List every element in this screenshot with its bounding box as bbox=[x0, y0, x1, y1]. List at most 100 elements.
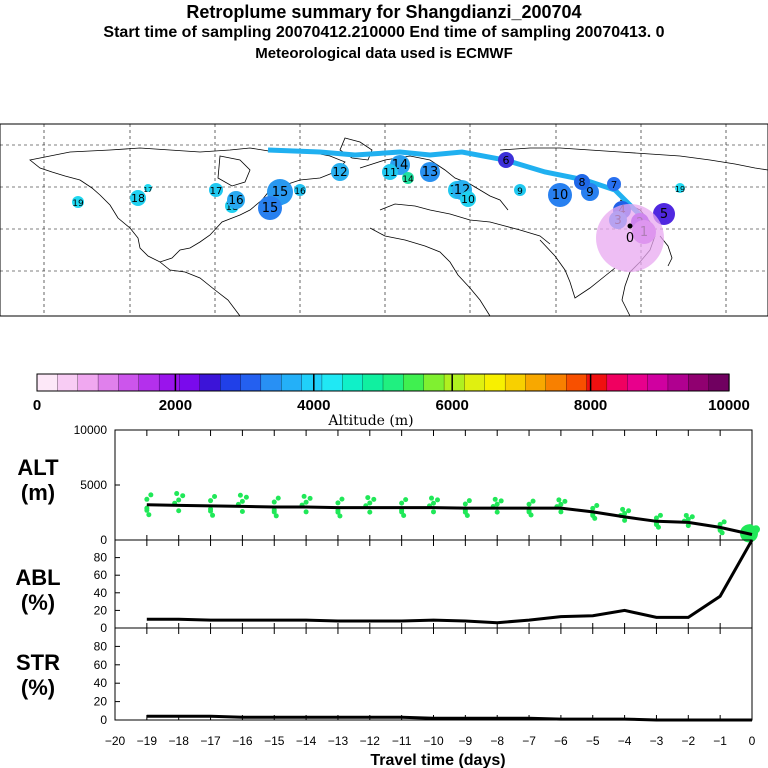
alt-scatter-point bbox=[271, 507, 277, 513]
plume-point: 9 bbox=[514, 184, 526, 197]
alt-scatter-point bbox=[620, 506, 626, 512]
colorbar-cell bbox=[118, 373, 140, 392]
y-tick-label: 0 bbox=[100, 621, 107, 635]
plume-point-label: 14 bbox=[402, 175, 414, 185]
colorbar-cell bbox=[423, 373, 445, 392]
colorbar-cell bbox=[688, 373, 710, 392]
alt-scatter-point bbox=[301, 493, 307, 499]
plume-point-marker bbox=[402, 172, 414, 184]
alt-scatter-point bbox=[462, 501, 468, 507]
y-tick-label: 80 bbox=[94, 639, 108, 653]
plume-points: 1919181817171616161515141413131212111010… bbox=[72, 152, 685, 272]
y-axis-unit: (%) bbox=[21, 590, 55, 615]
alt-scatter-point bbox=[303, 509, 309, 515]
alt-scatter-point bbox=[562, 498, 568, 504]
colorbar-cell bbox=[443, 373, 466, 392]
plume-point: 18 bbox=[130, 190, 146, 206]
plume-point-label: 5 bbox=[660, 207, 668, 222]
colorbar-cell bbox=[525, 373, 547, 392]
alt-scatter-point bbox=[180, 493, 186, 499]
plume-point-marker bbox=[209, 183, 223, 197]
alt-scatter-point bbox=[492, 496, 498, 502]
colorbar-cell bbox=[260, 373, 282, 392]
plume-point-marker bbox=[382, 164, 398, 180]
y-tick-label: 40 bbox=[94, 676, 108, 690]
plume-point-label: 16 bbox=[228, 193, 243, 207]
plume-point: 0 bbox=[596, 204, 664, 272]
plume-point-marker bbox=[460, 191, 476, 207]
plume-point-label: 19 bbox=[675, 185, 685, 194]
x-tick-label: −20 bbox=[105, 734, 126, 748]
alt-scatter-point bbox=[592, 515, 598, 521]
colorbar-cell bbox=[504, 373, 527, 392]
plume-point-label: 12 bbox=[332, 165, 347, 179]
plume-point-label: 10 bbox=[552, 188, 569, 203]
alt-scatter-point bbox=[337, 513, 343, 519]
colorbar-cell bbox=[627, 373, 649, 392]
colorbar-frame bbox=[36, 373, 730, 392]
plume-track-line bbox=[267, 147, 642, 217]
x-tick-label: −12 bbox=[360, 734, 381, 748]
colorbar-cell bbox=[647, 373, 669, 392]
alt-scatter-point bbox=[237, 492, 243, 498]
colorbar-cell bbox=[301, 373, 323, 392]
series-line bbox=[146, 503, 753, 536]
y-axis-unit: (%) bbox=[21, 675, 55, 700]
panel-alt: 0 5000 10000 ALT(m) bbox=[17, 423, 760, 547]
plume-point: 16 bbox=[227, 191, 245, 209]
y-tick-label: 40 bbox=[94, 586, 108, 600]
plume-point-marker bbox=[548, 183, 572, 207]
plume-point-label: 16 bbox=[294, 187, 306, 197]
alt-scatter-point bbox=[431, 509, 436, 515]
alt-scatter-point bbox=[335, 500, 341, 506]
colorbar-tick-label: 0 bbox=[33, 397, 41, 414]
y-tick-label: 10000 bbox=[74, 423, 108, 437]
colorbar-tick-label: 4000 bbox=[297, 397, 330, 414]
colorbar-cell bbox=[220, 373, 242, 392]
alt-scatter-point bbox=[556, 497, 562, 503]
plume-point-label: 9 bbox=[517, 187, 523, 197]
colorbar-cell bbox=[97, 373, 120, 392]
alt-scatter-point bbox=[303, 499, 309, 505]
plume-point-label: 11 bbox=[383, 166, 397, 179]
x-tick-label: −10 bbox=[423, 734, 444, 748]
alt-scatter-point bbox=[683, 512, 689, 518]
x-tick-label: −5 bbox=[586, 734, 600, 748]
alt-scatter-point bbox=[275, 495, 281, 501]
alt-scatter-point bbox=[498, 498, 504, 504]
colorbar-cell bbox=[586, 373, 608, 392]
alt-scatter-point bbox=[403, 497, 409, 503]
alt-scatter-point bbox=[271, 499, 277, 505]
alt-scatter-point bbox=[721, 519, 727, 525]
x-tick-label: −16 bbox=[232, 734, 253, 748]
plume-point-label: 15 bbox=[272, 185, 289, 200]
plume-point: 17 bbox=[144, 184, 153, 194]
colorbar-cell bbox=[199, 373, 221, 392]
alt-scatter-point bbox=[401, 512, 407, 518]
x-tick-label: −6 bbox=[554, 734, 568, 748]
colorbar-cell bbox=[240, 373, 262, 392]
alt-scatter-point bbox=[622, 510, 628, 516]
y-tick-label: 60 bbox=[94, 658, 108, 672]
plume-point-marker bbox=[596, 204, 664, 272]
map-panel: 1919181817171616161515141413131212111010… bbox=[0, 123, 768, 317]
colorbar-cell bbox=[606, 373, 628, 392]
colorbar-cell bbox=[566, 373, 588, 392]
colorbar-tick-label: 6000 bbox=[436, 397, 469, 414]
plume-point: 19 bbox=[72, 196, 84, 209]
alt-scatter-point bbox=[335, 507, 341, 513]
plume-point-label: 17 bbox=[210, 186, 223, 197]
alt-scatter-point bbox=[144, 505, 150, 511]
plume-point-label: 0 bbox=[626, 231, 634, 246]
alt-scatter-point bbox=[657, 512, 663, 518]
central-america-coast bbox=[159, 261, 241, 317]
plume-point-marker bbox=[227, 191, 245, 209]
colorbar-cell bbox=[464, 373, 486, 392]
plume-point-label: 17 bbox=[144, 186, 153, 194]
time-series-panels: 0500010000ALT(m)020406080ABL(%)020406080… bbox=[15, 423, 760, 727]
plume-point-marker bbox=[498, 152, 514, 168]
colorbar-cell bbox=[158, 373, 181, 392]
plume-point-marker bbox=[574, 174, 590, 190]
alt-scatter-point bbox=[653, 515, 659, 521]
africa-coast bbox=[369, 227, 491, 317]
